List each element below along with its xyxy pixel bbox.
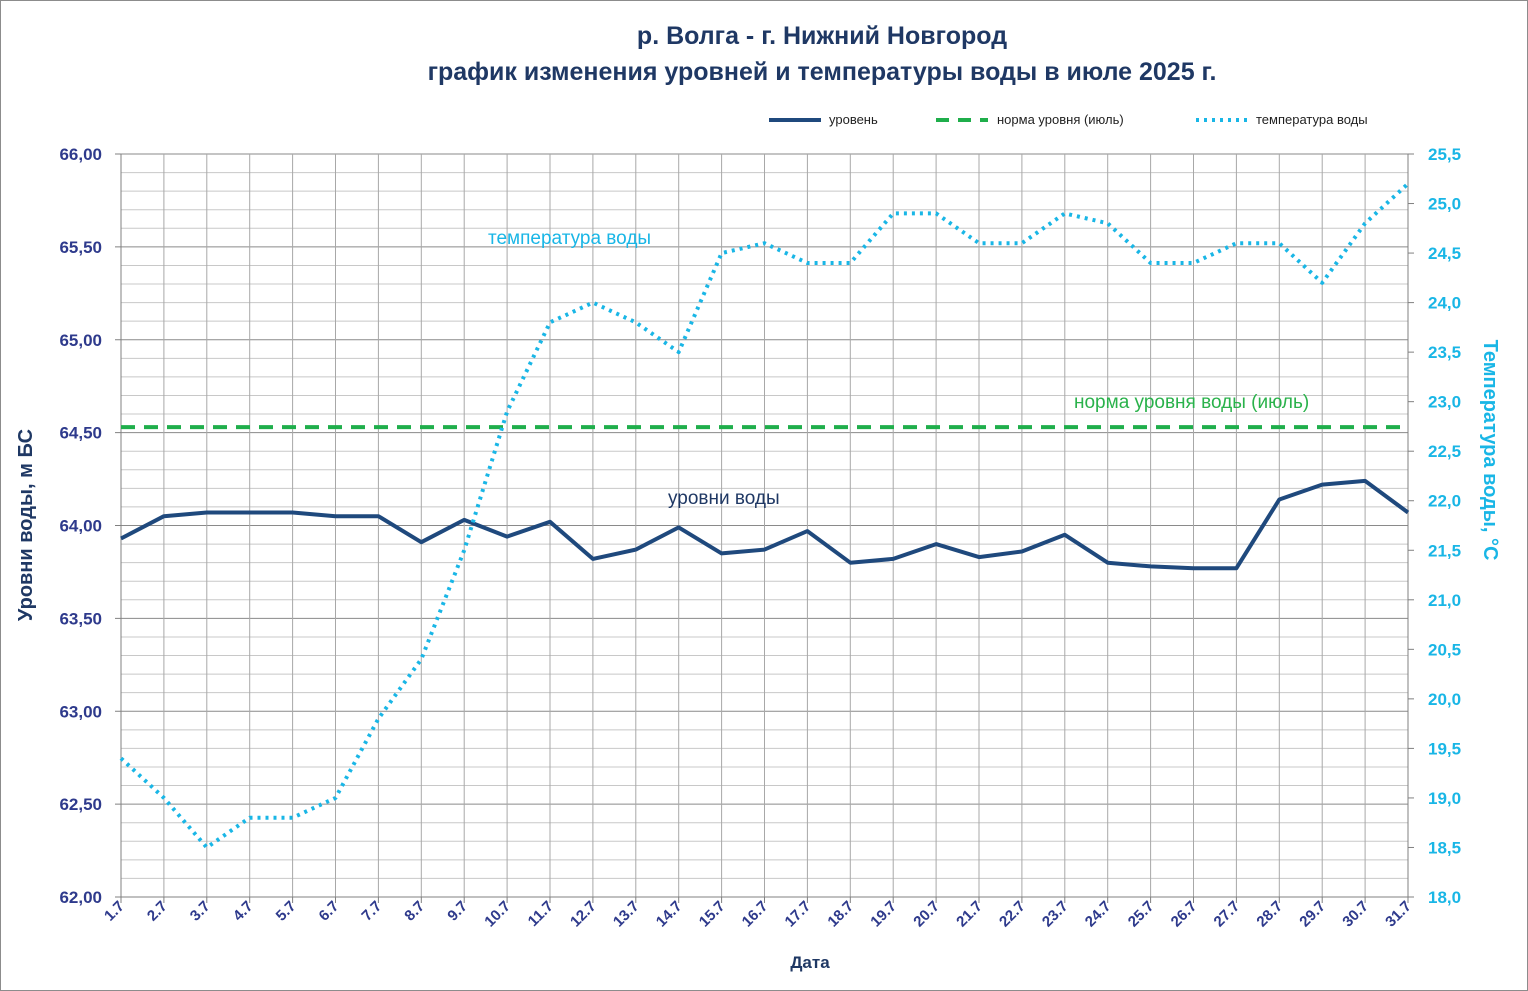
y-axis-right-tick-label: 20,5 — [1428, 640, 1461, 659]
x-axis-tick-label: 12.7 — [567, 898, 600, 931]
x-axis-tick-label: 9.7 — [444, 898, 471, 925]
y-axis-right-tick-label: 23,5 — [1428, 343, 1461, 362]
x-axis-tick-label: 20.7 — [910, 898, 943, 931]
x-axis-tick-label: 3.7 — [187, 898, 214, 925]
legend: уровень норма уровня (июль) температура … — [769, 112, 1368, 127]
y-axis-right-tick-label: 24,0 — [1428, 294, 1461, 313]
y-axis-right-tick-label: 21,0 — [1428, 591, 1461, 610]
y-axis-left-tick-label: 64,50 — [59, 424, 102, 443]
y-axis-right-title: Температура воды, °С — [1479, 340, 1501, 561]
x-axis-tick-label: 26.7 — [1168, 898, 1201, 931]
y-axis-left-tick-label: 66,00 — [59, 145, 102, 164]
y-axis-left-tick-label: 64,00 — [59, 517, 102, 536]
y-axis-left-title: Уровни воды, м БС — [15, 429, 37, 621]
x-axis-tick-label: 29.7 — [1296, 898, 1329, 931]
x-axis-tick-label: 31.7 — [1382, 898, 1415, 931]
x-axis-tick-label: 23.7 — [1039, 898, 1072, 931]
y-axis-left-ticks: 62,00 62,50 63,00 63,50 64,00 64,50 65,00 65,50… — [59, 145, 121, 907]
series-layer — [119, 182, 1410, 850]
y-axis-right-tick-label: 19,0 — [1428, 789, 1461, 808]
annotation-temperature: температура воды — [488, 228, 651, 249]
y-axis-right-tick-label: 21,5 — [1428, 541, 1461, 560]
x-axis-tick-label: 2.7 — [144, 898, 171, 925]
x-axis-tick-label: 19.7 — [867, 898, 900, 931]
x-axis-tick-label: 22.7 — [996, 898, 1029, 931]
y-axis-right-tick-label: 18,5 — [1428, 838, 1461, 857]
x-axis-tick-label: 7.7 — [358, 898, 385, 925]
x-axis-tick-label: 16.7 — [739, 898, 772, 931]
series-line-level — [120, 478, 1410, 571]
y-axis-right-tick-label: 23,0 — [1428, 393, 1461, 412]
y-axis-left-tick-label: 65,50 — [59, 238, 102, 257]
x-axis-tick-label: 13.7 — [610, 898, 643, 931]
y-axis-left-tick-label: 62,50 — [59, 795, 102, 814]
x-axis-tick-label: 18.7 — [824, 898, 857, 931]
legend-label-norm: норма уровня (июль) — [997, 112, 1124, 127]
y-axis-right-ticks: 18,0 18,5 19,0 19,5 20,0 20,5 21,0 21,5 22,0 22,5… — [1408, 145, 1461, 907]
chart-title-line1: р. Волга - г. Нижний Новгород — [637, 22, 1007, 50]
y-axis-right-tick-label: 25,5 — [1428, 145, 1461, 164]
x-axis-tick-label: 14.7 — [653, 898, 686, 931]
y-axis-right-tick-label: 25,0 — [1428, 195, 1461, 214]
y-axis-right-tick-label: 18,0 — [1428, 888, 1461, 907]
series-line-temperature — [119, 182, 1410, 850]
x-axis-tick-label: 15.7 — [696, 898, 729, 931]
x-axis-tick-label: 27.7 — [1211, 898, 1244, 931]
y-axis-right-tick-label: 19,5 — [1428, 739, 1461, 758]
y-axis-left-tick-label: 63,50 — [59, 609, 102, 628]
x-axis-tick-label: 5.7 — [273, 898, 300, 925]
x-axis-ticks: 1.7 2.7 3.7 4.7 5.7 6.7 7.7 8.7 9.7 10.7 11.7 12.7 1… — [101, 897, 1415, 930]
x-axis-tick-label: 30.7 — [1339, 898, 1372, 931]
x-axis-tick-label: 21.7 — [953, 898, 986, 931]
x-axis-title: Дата — [790, 953, 830, 972]
x-axis-tick-label: 11.7 — [525, 898, 557, 930]
legend-label-level: уровень — [829, 112, 878, 127]
x-axis-tick-label: 24.7 — [1082, 898, 1115, 931]
grid — [120, 153, 1409, 898]
y-axis-right-tick-label: 22,0 — [1428, 492, 1461, 511]
x-axis-tick-label: 25.7 — [1125, 898, 1158, 931]
x-axis-tick-label: 28.7 — [1253, 898, 1286, 931]
y-axis-right-tick-label: 24,5 — [1428, 244, 1461, 263]
chart-title-line2: график изменения уровней и температуры в… — [428, 58, 1217, 86]
y-axis-left-tick-label: 63,00 — [59, 702, 102, 721]
y-axis-left-tick-label: 62,00 — [59, 888, 102, 907]
annotation-norm: норма уровня воды (июль) — [1074, 392, 1309, 413]
x-axis-tick-label: 4.7 — [230, 898, 257, 925]
x-axis-tick-label: 17.7 — [782, 898, 815, 931]
x-axis-tick-label: 6.7 — [316, 898, 343, 925]
x-axis-tick-label: 10.7 — [481, 898, 514, 931]
y-axis-left-tick-label: 65,00 — [59, 331, 102, 350]
x-axis-tick-label: 1.7 — [101, 898, 128, 925]
x-axis-tick-label: 8.7 — [401, 898, 428, 925]
annotation-level: уровни воды — [668, 488, 780, 509]
y-axis-right-tick-label: 22,5 — [1428, 442, 1461, 461]
legend-label-temperature: температура воды — [1256, 112, 1368, 127]
y-axis-right-tick-label: 20,0 — [1428, 690, 1461, 709]
